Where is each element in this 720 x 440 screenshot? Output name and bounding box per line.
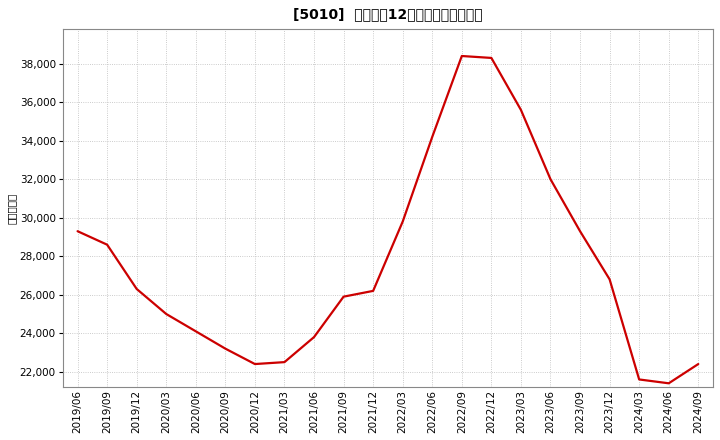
Y-axis label: （百万円）: （百万円） bbox=[7, 192, 17, 224]
Title: [5010]  売上高の12か月移動合計の推移: [5010] 売上高の12か月移動合計の推移 bbox=[293, 7, 482, 21]
